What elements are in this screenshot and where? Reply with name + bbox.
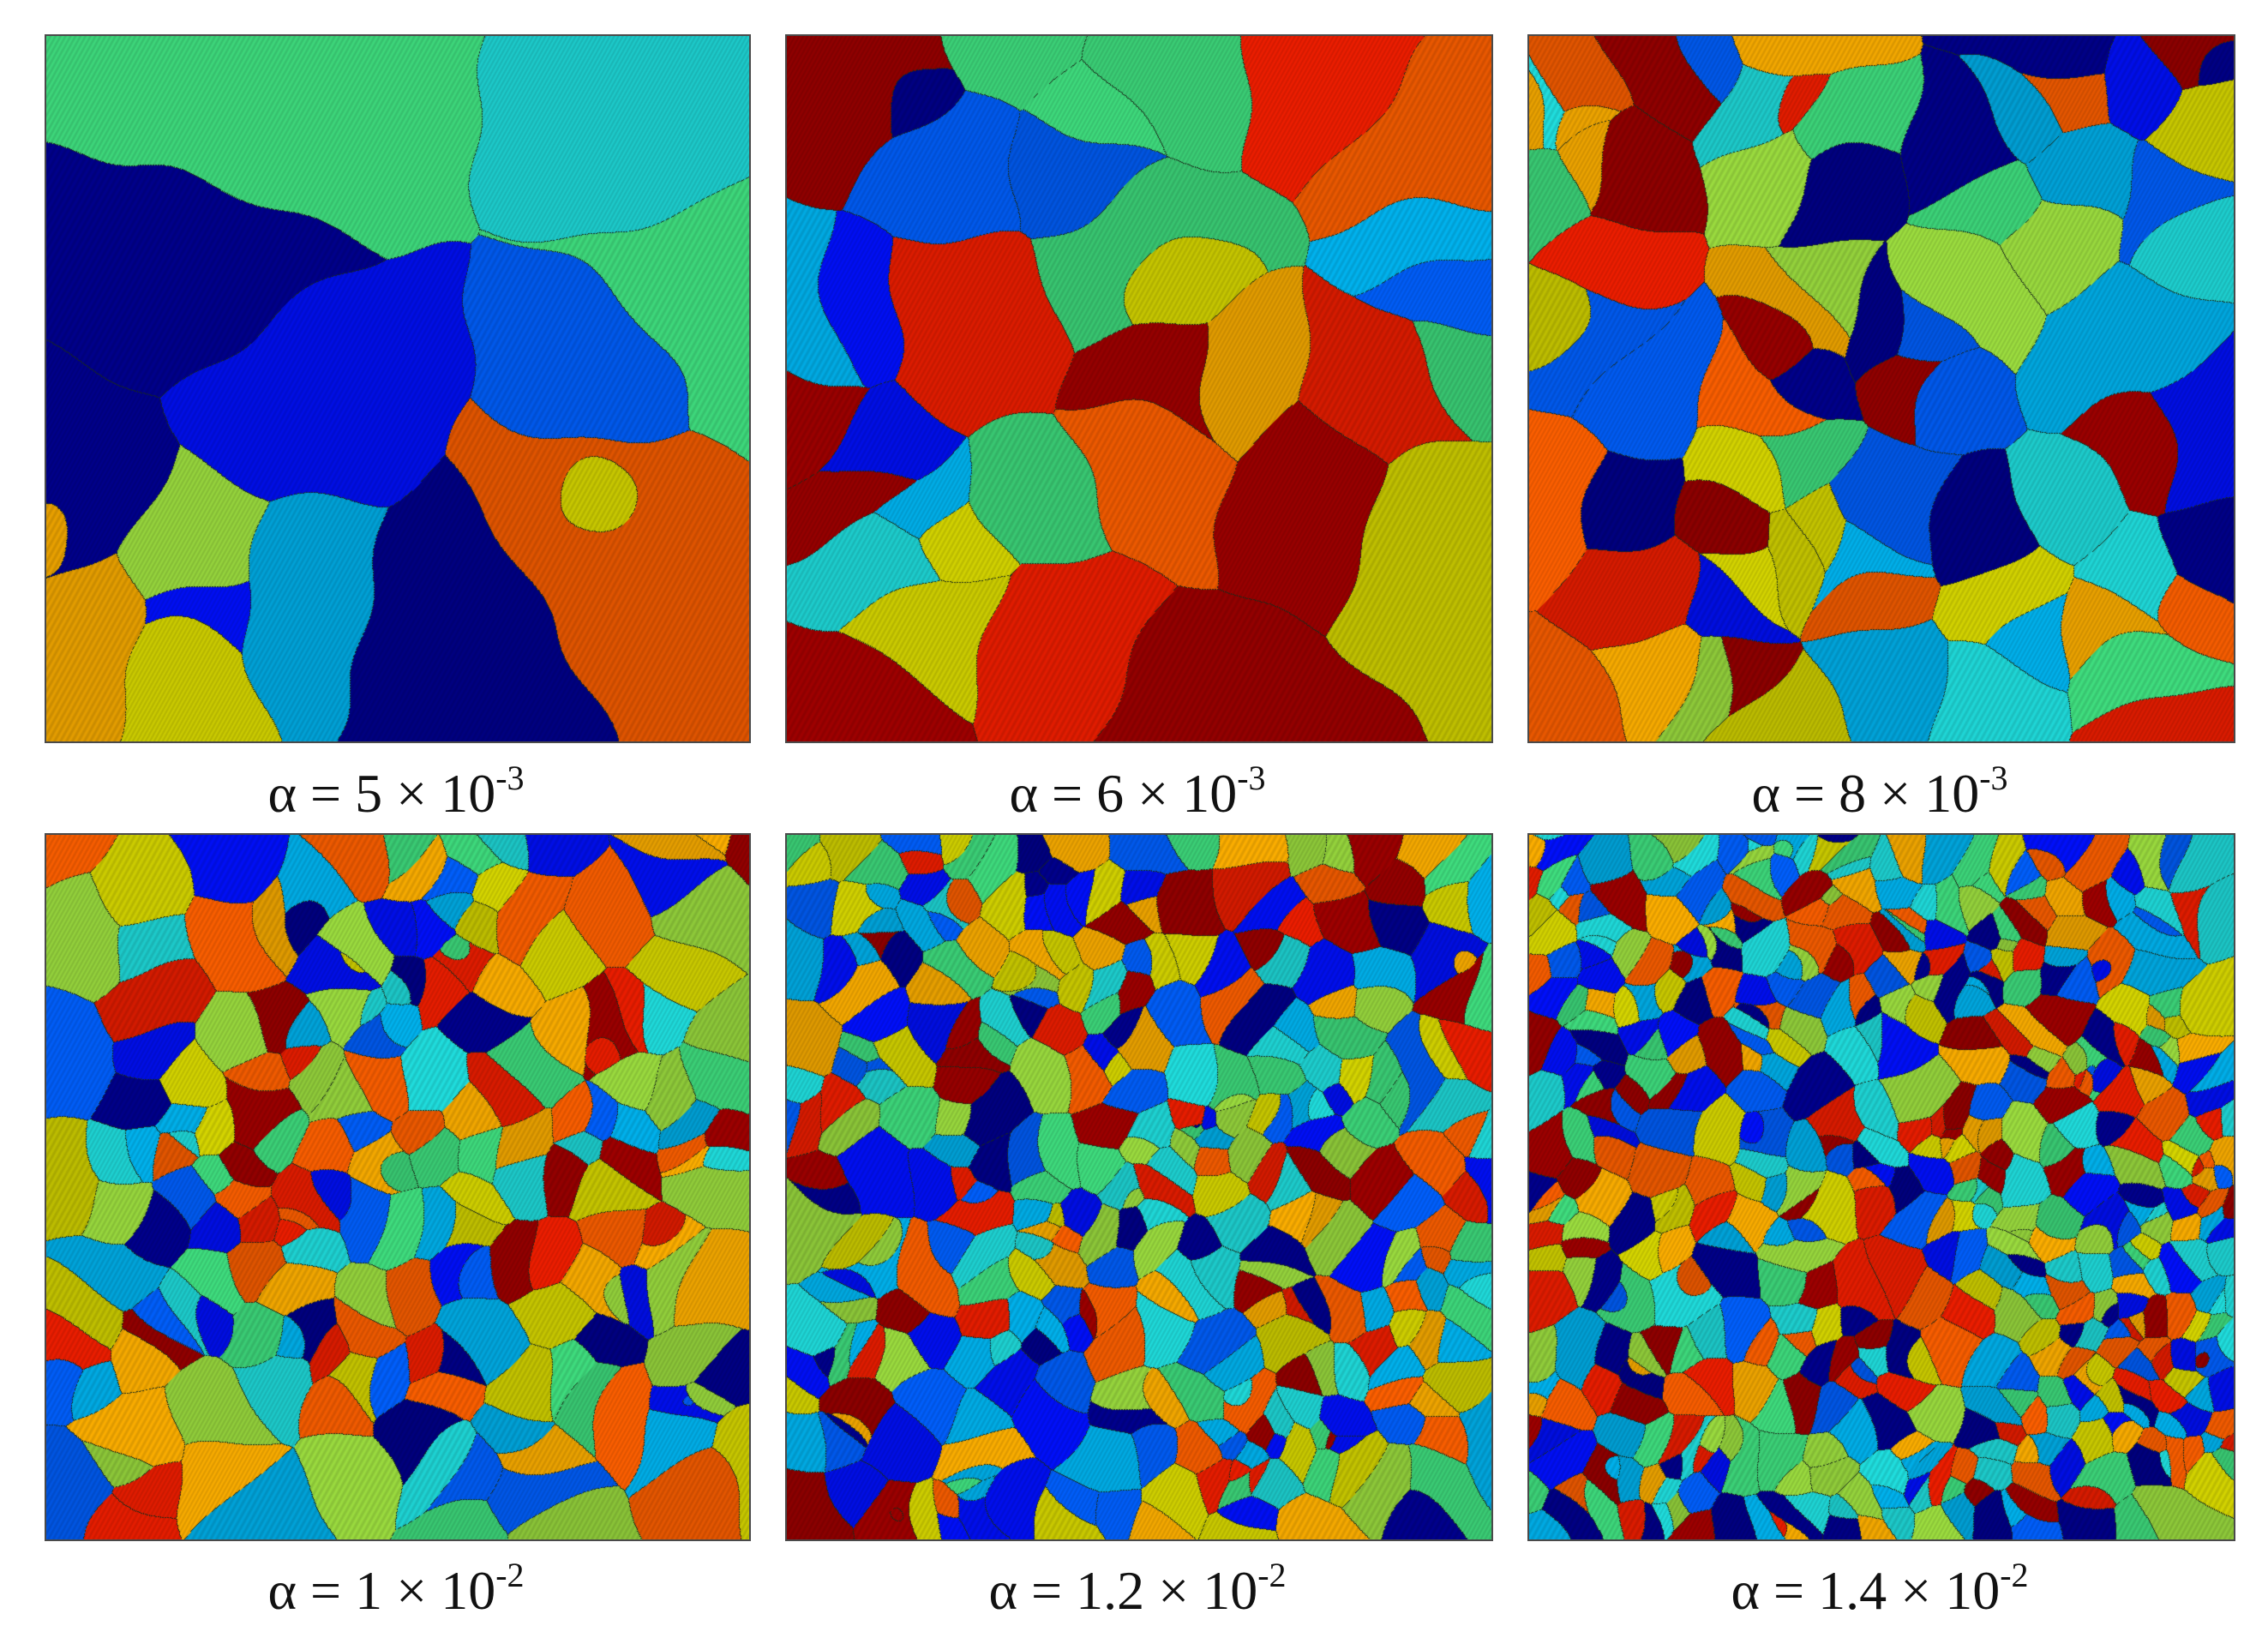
caption-5: α = 1.2 × 10-2 — [988, 1556, 1287, 1621]
panel-1 — [45, 34, 751, 743]
caption-1: α = 5 × 10-3 — [267, 759, 525, 824]
caption-exponent: -2 — [495, 1556, 525, 1594]
caption-symbol: α — [1731, 1560, 1760, 1621]
panel-5 — [785, 833, 1493, 1541]
caption-symbol: α — [267, 763, 297, 824]
caption-exponent: -2 — [1257, 1556, 1287, 1594]
caption-alpha-value: 5 — [355, 763, 383, 824]
grain-map-4 — [45, 833, 751, 1541]
caption-alpha-value: 8 — [1839, 763, 1867, 824]
caption-alpha-value: 1.2 — [1076, 1560, 1145, 1621]
caption-4: α = 1 × 10-2 — [267, 1556, 525, 1621]
grain-map-6 — [1527, 833, 2235, 1541]
caption-6: α = 1.4 × 10-2 — [1731, 1556, 2029, 1621]
caption-exponent: -3 — [495, 759, 525, 797]
caption-symbol: α — [1009, 763, 1038, 824]
caption-symbol: α — [1751, 763, 1780, 824]
panel-4 — [45, 833, 751, 1541]
grain-map-1 — [45, 34, 751, 743]
caption-alpha-value: 6 — [1096, 763, 1125, 824]
caption-symbol: α — [988, 1560, 1017, 1621]
caption-alpha-value: 1 — [355, 1560, 383, 1621]
caption-2: α = 6 × 10-3 — [1009, 759, 1266, 824]
grain-map-3 — [1527, 34, 2235, 743]
grain-map-2 — [785, 34, 1493, 743]
grain-map-5 — [785, 833, 1493, 1541]
panel-6 — [1527, 833, 2235, 1541]
caption-exponent: -3 — [1979, 759, 2008, 797]
caption-exponent: -2 — [2000, 1556, 2029, 1594]
caption-symbol: α — [267, 1560, 297, 1621]
caption-exponent: -3 — [1237, 759, 1266, 797]
caption-3: α = 8 × 10-3 — [1751, 759, 2008, 824]
panel-2 — [785, 34, 1493, 743]
panel-3 — [1527, 34, 2235, 743]
caption-alpha-value: 1.4 — [1818, 1560, 1887, 1621]
